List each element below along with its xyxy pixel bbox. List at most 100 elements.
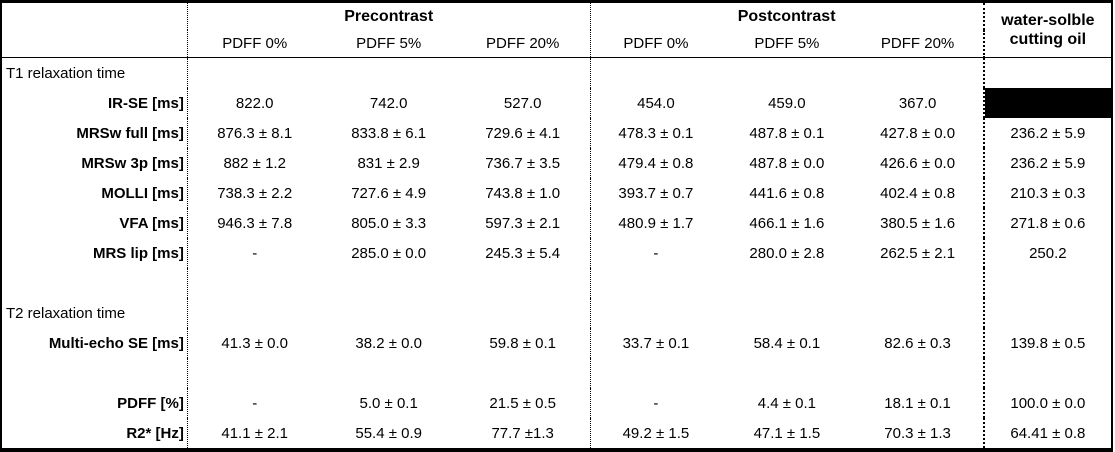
value-cell: 64.41 ± 0.8 [982, 418, 1112, 450]
empty-cell [721, 298, 852, 328]
empty-cell [187, 298, 321, 328]
value-cell: 876.3 ± 8.1 [217, 124, 293, 142]
subheader-post-pdff5: PDFF 5% [721, 30, 853, 58]
empty-cell [721, 358, 852, 388]
data-row: MOLLI [ms] 738.3 ± 2.2 727.6 ± 4.9 743.8 ± … [1, 178, 1112, 208]
empty-cell [456, 58, 590, 89]
spacer-cell [1, 268, 188, 298]
value-cell: 70.3 ± 1.3 [884, 424, 951, 442]
empty-cell [589, 57, 722, 88]
group-header-row: Precontrast Postcontrast water-solble cu… [1, 1, 1112, 58]
value-cell: 236.2 ± 5.9 [982, 118, 1112, 148]
value-cell: 487.8 ± 0.1 [749, 124, 825, 142]
value-cell: 5.0 ± 0.1 [359, 394, 418, 412]
value-cell: 805.0 ± 3.3 [351, 214, 427, 232]
section-title: T1 relaxation time [1, 57, 188, 88]
value-cell: 402.4 ± 0.8 [880, 184, 956, 202]
empty-cell [982, 57, 1112, 88]
data-row: IR-SE [ms] 822.0 742.0 527.0 454.0 459.0 367.0 [1, 88, 1112, 118]
empty-cell [456, 358, 590, 388]
empty-cell [456, 298, 590, 328]
data-row: MRSw 3p [ms] 882 ± 1.2 831 ± 2.9 736.7 ± 3.… [1, 148, 1112, 178]
value-cell: 454.0 [589, 88, 722, 118]
value-cell: 487.8 ± 0.0 [749, 154, 825, 172]
value-cell: 77.7 ±1.3 [491, 424, 554, 442]
empty-cell [852, 298, 983, 328]
row-label: MRS lip [ms] [1, 238, 188, 268]
empty-cell [982, 358, 1112, 388]
value-cell: - [589, 238, 722, 268]
corner-cell-2 [1, 30, 188, 58]
empty-cell [982, 268, 1112, 298]
row-label: VFA [ms] [1, 208, 188, 238]
value-cell: 21.5 ± 0.5 [489, 394, 556, 412]
value-cell: 441.6 ± 0.8 [749, 184, 825, 202]
oil-header: water-solble cutting oil [982, 1, 1112, 58]
value-cell: 729.6 ± 4.1 [485, 124, 561, 142]
empty-cell [456, 268, 590, 298]
empty-cell [852, 358, 983, 388]
value-cell: 139.8 ± 0.5 [982, 328, 1112, 358]
data-row: Multi-echo SE [ms] 41.3 ± 0.0 38.2 ± 0.0 59… [1, 328, 1112, 358]
empty-cell [852, 58, 983, 89]
table-body: T1 relaxation time IR-SE [ms] 822.0 742.0 52… [1, 57, 1112, 450]
section-row: T2 relaxation time [1, 298, 1112, 328]
value-cell: 426.6 ± 0.0 [880, 154, 956, 172]
spacer-row [1, 268, 1112, 298]
empty-cell [721, 58, 852, 89]
row-label: MRSw full [ms] [1, 118, 188, 148]
value-cell: 82.6 ± 0.3 [884, 334, 951, 352]
value-cell: 236.2 ± 5.9 [982, 148, 1112, 178]
value-cell: 262.5 ± 2.1 [880, 244, 956, 262]
data-row: MRS lip [ms] - 285.0 ± 0.0 245.3 ± 5.4 - 280.… [1, 238, 1112, 268]
value-cell: 285.0 ± 0.0 [351, 244, 427, 262]
row-label: Multi-echo SE [ms] [1, 328, 188, 358]
value-cell: - [252, 244, 258, 262]
spacer-cell [1, 358, 188, 388]
row-label: IR-SE [ms] [1, 88, 188, 118]
value-cell: 743.8 ± 1.0 [485, 184, 561, 202]
value-cell: 597.3 ± 2.1 [485, 214, 561, 232]
value-cell: 280.0 ± 2.8 [749, 244, 825, 262]
value-cell: 480.9 ± 1.7 [589, 208, 722, 238]
row-label: MOLLI [ms] [1, 178, 188, 208]
value-cell: 380.5 ± 1.6 [880, 214, 956, 232]
value-cell: - [252, 394, 258, 412]
value-cell: 831 ± 2.9 [357, 154, 420, 172]
row-label: MRSw 3p [ms] [1, 148, 188, 178]
value-cell: 58.4 ± 0.1 [753, 334, 821, 352]
oil-header-line2: cutting oil [1009, 31, 1087, 48]
value-cell: 47.1 ± 1.5 [753, 424, 821, 442]
sub-header-row: PDFF 0% PDFF 5% PDFF 20% PDFF 0% PDFF 5%… [1, 30, 1112, 58]
redacted-cell [982, 88, 1112, 118]
empty-cell [187, 268, 321, 298]
value-cell: 59.8 ± 0.1 [489, 334, 556, 352]
empty-cell [589, 298, 722, 328]
value-cell: 738.3 ± 2.2 [217, 184, 293, 202]
value-cell: 459.0 [768, 94, 806, 112]
value-cell: 38.2 ± 0.0 [355, 334, 422, 352]
value-cell: 479.4 ± 0.8 [589, 148, 722, 178]
value-cell: 833.8 ± 6.1 [351, 124, 427, 142]
section-row: T1 relaxation time [1, 57, 1112, 89]
value-cell: 822.0 [235, 94, 274, 112]
spacer-row [1, 358, 1112, 388]
value-cell: 41.3 ± 0.0 [221, 334, 288, 352]
value-cell: - [589, 388, 722, 418]
value-cell: 250.2 [982, 238, 1112, 268]
subheader-post-pdff20: PDFF 20% [852, 30, 984, 58]
value-cell: 466.1 ± 1.6 [749, 214, 825, 232]
subheader-pre-pdff20: PDFF 20% [455, 30, 591, 58]
data-row: PDFF [%] - 5.0 ± 0.1 21.5 ± 0.5 - 4.4 ± 0.1 18… [1, 388, 1112, 418]
empty-cell [721, 268, 852, 298]
subheader-pre-pdff5: PDFF 5% [321, 30, 456, 58]
data-row: MRSw full [ms] 876.3 ± 8.1 833.8 ± 6.1 729.… [1, 118, 1112, 148]
data-row: VFA [ms] 946.3 ± 7.8 805.0 ± 3.3 597.3 ± 2.… [1, 208, 1112, 238]
value-cell: 946.3 ± 7.8 [217, 214, 293, 232]
value-cell: 18.1 ± 0.1 [884, 394, 951, 412]
value-cell: 271.8 ± 0.6 [982, 208, 1112, 238]
precontrast-header: Precontrast [344, 7, 434, 25]
oil-header-line1: water-solble [1001, 11, 1095, 29]
row-label: R2* [Hz] [1, 418, 188, 450]
value-cell: 478.3 ± 0.1 [589, 118, 722, 148]
